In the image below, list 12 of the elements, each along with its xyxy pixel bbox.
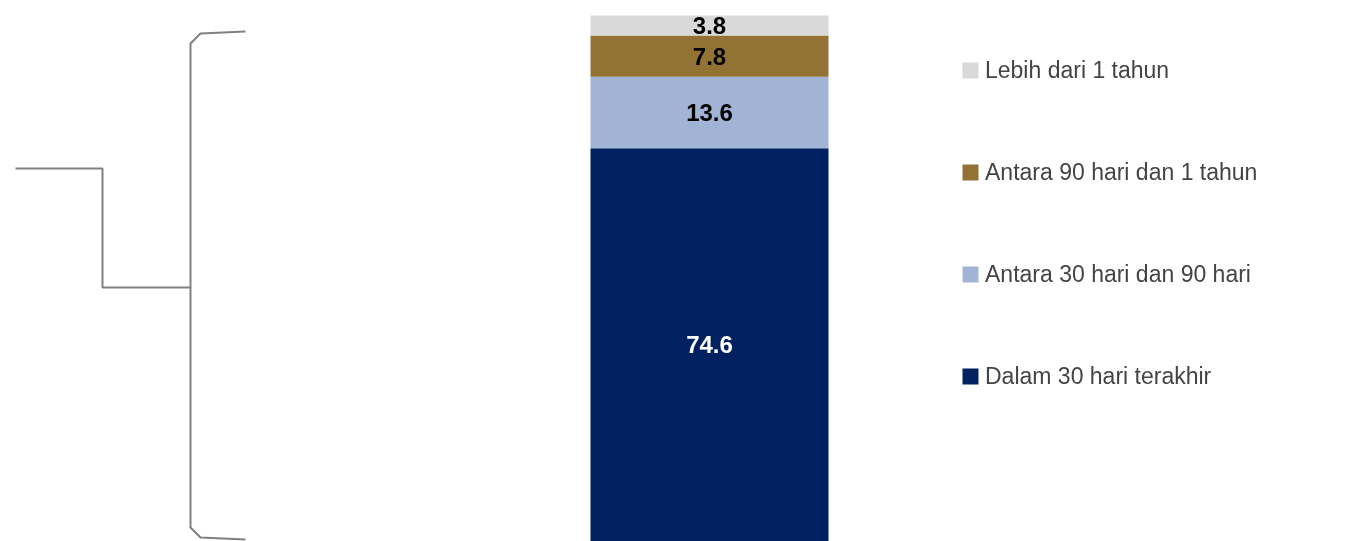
bar (590, 76, 829, 149)
bar (590, 15, 829, 36)
legend-label: Dalam 30 hari terakhir (985, 361, 1212, 391)
legend-label: Antara 90 hari dan 1 tahun (985, 157, 1258, 187)
data-label: 74.6 (686, 331, 733, 359)
bar (590, 148, 829, 541)
data-label: 7.8 (692, 42, 727, 70)
bar (590, 35, 829, 77)
legend-label: Lebih dari 1 tahun (985, 55, 1170, 85)
legend-label: Antara 30 hari dan 90 hari (985, 259, 1251, 289)
data-label: 3.8 (692, 12, 727, 40)
data-label: 13.6 (686, 98, 733, 126)
